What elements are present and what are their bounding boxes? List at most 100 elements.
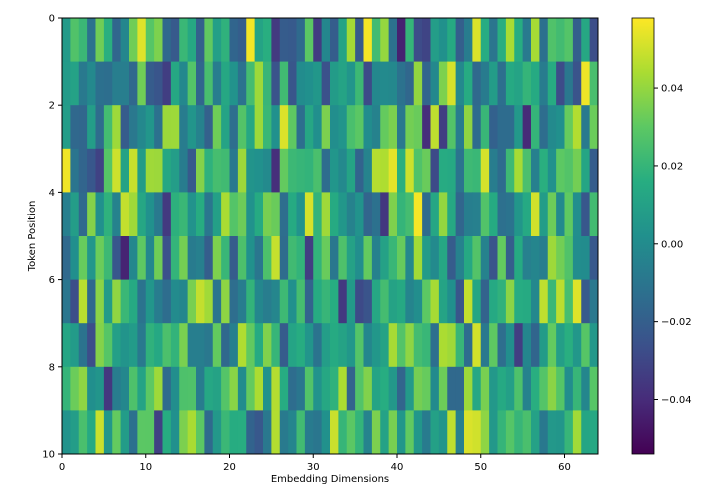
heatmap-cell [288,366,297,411]
heatmap-cell [572,148,582,193]
heatmap-cell [338,61,348,106]
heatmap-cell [380,279,390,324]
heatmap-cell [346,279,356,324]
heatmap-cell [204,366,214,411]
heatmap-cell [62,366,71,411]
heatmap-cell [430,366,440,411]
heatmap-cell [120,323,130,368]
heatmap-cell [78,18,88,62]
heatmap-cell [179,279,189,324]
heatmap-cell [547,410,557,455]
heatmap-cell [254,192,264,237]
heatmap-cell [237,192,247,237]
heatmap-cell [589,105,599,150]
heatmap-cell [363,236,373,280]
heatmap-cell [371,18,381,62]
heatmap-cell [321,105,331,150]
heatmap-cell [129,323,138,368]
heatmap-cell [288,192,297,237]
heatmap-cell [196,18,205,62]
heatmap-cell [229,279,239,324]
heatmap-cell [422,18,431,62]
heatmap-cell [196,323,205,368]
heatmap-cell [95,148,105,193]
heatmap-cell [204,323,214,368]
heatmap-cell [162,192,172,237]
heatmap-cell [581,323,591,368]
heatmap-cell [170,323,180,368]
colorbar-tick-label: 0.04 [661,84,683,95]
heatmap-cell [539,279,549,324]
heatmap-cell [137,323,147,368]
heatmap-cell [154,148,163,193]
heatmap-cell [422,192,431,237]
heatmap-cell [531,148,540,193]
heatmap-cell [405,105,415,150]
heatmap-cell [296,105,306,150]
heatmap-cell [397,61,406,106]
y-tick-label: 4 [49,188,55,199]
heatmap-cell [572,18,582,62]
heatmap-cell [246,279,256,324]
heatmap-cell [246,366,256,411]
heatmap-cell [263,279,272,324]
heatmap-cell [288,323,297,368]
heatmap-cell [170,18,180,62]
heatmap-cells [62,18,599,455]
y-tick-label: 2 [49,101,55,112]
heatmap-cell [472,410,482,455]
heatmap-cell [271,61,281,106]
heatmap-cell [556,18,565,62]
heatmap-cell [346,18,356,62]
heatmap-cell [78,366,88,411]
heatmap-cell [346,410,356,455]
heatmap-cell [522,192,532,237]
heatmap-cell [547,366,557,411]
heatmap-cell [187,148,197,193]
heatmap-cell [413,105,423,150]
heatmap-cell [556,105,565,150]
heatmap-cell [489,105,498,150]
colorbar-tick-label: −0.02 [661,317,692,328]
heatmap-cell [380,105,390,150]
heatmap-cell [556,323,565,368]
colorbar-tick-label: 0.00 [661,239,683,250]
heatmap-cell [62,192,71,237]
heatmap-cell [413,148,423,193]
heatmap-cell [120,105,130,150]
heatmap-cell [397,148,406,193]
heatmap-cell [380,148,390,193]
heatmap-cell [229,18,239,62]
heatmap-cell [430,18,440,62]
heatmap-cell [296,192,306,237]
heatmap-cell [196,236,205,280]
heatmap-cell [581,148,591,193]
heatmap-cell [497,61,507,106]
heatmap-cell [87,279,96,324]
heatmap-cell [162,61,172,106]
heatmap-cell [589,192,599,237]
heatmap-cell [112,105,122,150]
heatmap-cell [464,18,473,62]
heatmap-cell [363,18,373,62]
heatmap-cell [556,192,565,237]
heatmap-cell [129,410,138,455]
heatmap-cell [363,105,373,150]
heatmap-cell [447,148,457,193]
heatmap-cell [78,61,88,106]
heatmap-cell [438,236,448,280]
heatmap-cell [145,105,155,150]
heatmap-cell [313,148,323,193]
heatmap-cell [154,279,163,324]
heatmap-cell [162,105,172,150]
heatmap-cell [279,366,289,411]
heatmap-cell [304,279,314,324]
heatmap-cell [397,410,406,455]
heatmap-cell [397,192,406,237]
heatmap-cell [489,279,498,324]
heatmap-cell [145,192,155,237]
heatmap-cell [87,323,96,368]
heatmap-cell [522,61,532,106]
heatmap-cell [388,61,398,106]
heatmap-cell [422,410,431,455]
